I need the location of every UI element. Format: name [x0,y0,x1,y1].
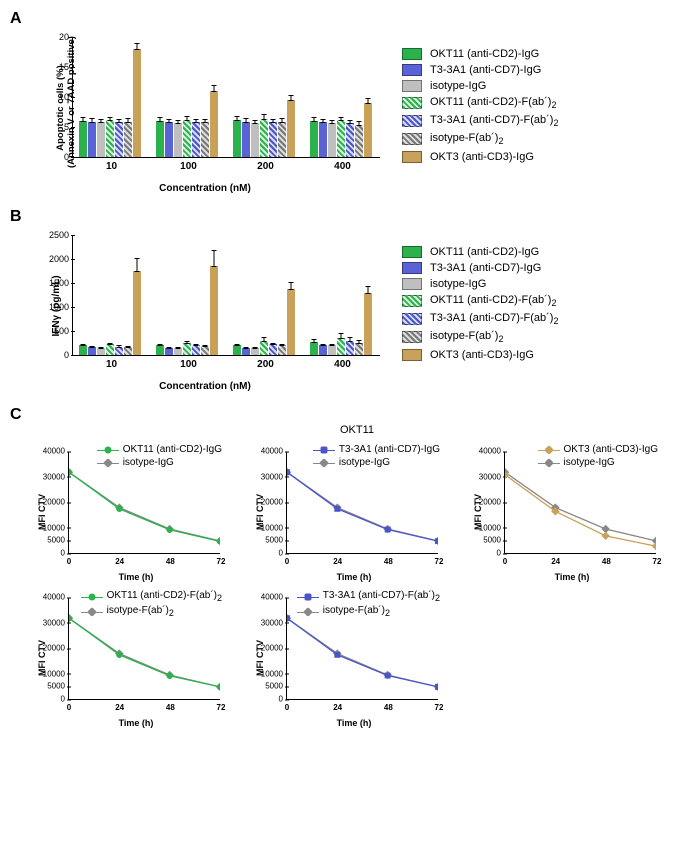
panel-c-title: OKT11 [50,424,664,436]
line-chart: 05000100002000030000400000244872MFI CTVT… [462,442,662,582]
panel-a: A Apoptotic cells (%)(Annexin V or 7AAD … [10,10,664,188]
line-chart: 05000100002000030000400000244872MFI CTVT… [244,588,444,728]
panel-b-legend: OKT11 (anti-CD2)-IgGT3-3A1 (anti-CD7)-Ig… [402,246,558,365]
panel-a-xlabel: Concentration (nM) [159,183,251,194]
panel-a-label: A [10,10,664,28]
panel-b-xlabel: Concentration (nM) [159,381,251,392]
panel-b-label: B [10,208,664,226]
panel-b-chart: IFNγ (pg/mL) 050010001500200025001010020… [30,226,380,386]
panel-c: C OKT11 05000100002000030000400000244872… [10,406,664,728]
line-chart: 05000100002000030000400000244872MFI CTVT… [244,442,444,582]
panel-a-legend: OKT11 (anti-CD2)-IgGT3-3A1 (anti-CD7)-Ig… [402,48,558,167]
panel-a-chart: Apoptotic cells (%)(Annexin V or 7AAD po… [30,28,380,188]
line-chart: 05000100002000030000400000244872MFI CTVT… [26,442,226,582]
panel-b: B IFNγ (pg/mL) 0500100015002000250010100… [10,208,664,386]
line-chart: 05000100002000030000400000244872MFI CTVT… [26,588,226,728]
panel-c-label: C [10,406,664,424]
